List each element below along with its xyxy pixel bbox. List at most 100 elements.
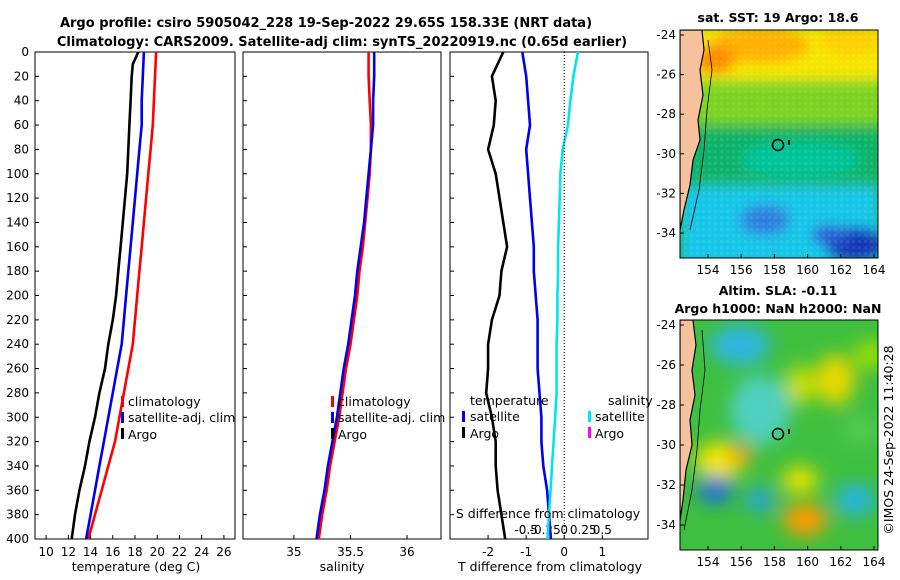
temperature-legend: climatology satellite-adj. clim Argo [121,394,235,442]
salinity-plot-frame [242,51,442,540]
map-x-tick-label: 156 [730,555,753,569]
sla-map-axes: -24 -26 -28 -30 -32 -34 154 156 158 160 162 164 [656,318,885,569]
y-tick-label: 140 [6,215,29,229]
s-diff-tick-label: 0.5 [593,523,612,537]
sla-map-title-1: Altim. SLA: -0.11 [719,283,838,298]
x-tick-label: -1 [520,545,532,559]
y-tick-label: 300 [6,410,29,424]
series-layer [70,51,580,540]
y-tick-label: 120 [6,191,29,205]
legend-swatch-climatology [331,396,334,407]
map-x-tick-label: 158 [763,555,786,569]
map-y-tick-label: -24 [656,318,676,332]
map-x-tick-label: 164 [863,555,886,569]
x-tick-label: 26 [216,545,231,559]
map-y-tick-label: -32 [656,186,676,200]
x-tick-label: 18 [127,545,142,559]
header-line-2: Climatology: CARS2009. Satellite-adj cli… [57,35,627,50]
y-tick-label: 200 [6,289,29,303]
x-tick-label: 0 [560,545,568,559]
y-tick-label: 320 [6,435,29,449]
x-tick-label: 24 [194,545,209,559]
x-tick-label: 12 [61,545,76,559]
legend-swatch-s-argo [588,427,591,438]
temperature-plot-frame [34,51,236,540]
legend-label-t-satellite: satellite [470,409,520,424]
map-y-tick-label: -30 [656,147,676,161]
series-line-satellite-adj-clim [315,52,376,540]
legend-swatch-argo [121,428,124,439]
x-tick-label: 22 [172,545,187,559]
y-tick-label: 220 [6,313,29,327]
series-line-t-argo [484,51,509,540]
map-y-tick-label: -24 [656,28,676,42]
sla-coastline [680,320,697,521]
x-tick-label: 16 [105,545,120,559]
y-tick-label: 0 [21,45,29,59]
sla-map-title-2: Argo h1000: NaN h2000: NaN [675,301,882,316]
sla-low [730,375,790,445]
sst-map-axes: -24 -26 -28 -30 -32 -34 154 156 158 160 162 164 [656,28,885,277]
map-x-tick-label: 160 [796,555,819,569]
legend-swatch-t-satellite [462,411,465,422]
y-tick-label: 400 [6,532,29,546]
sst-pixel-texture [680,30,878,258]
map-y-tick-label: -28 [656,398,676,412]
legend-swatch-t-argo [462,427,465,438]
x-tick-label: 35.5 [337,545,364,559]
sst-argo-marker [771,138,785,152]
y-tick-label: 260 [6,362,29,376]
sla-argo-tick [788,429,790,434]
map-x-tick-label: 158 [763,263,786,277]
difference-legend: temperature satellite Argo salinity sate… [462,393,653,441]
sla-field [695,325,878,536]
legend-label-climatology: climatology [338,394,411,409]
x-tick-label: 35 [286,545,301,559]
sst-coastline [680,30,705,231]
sla-low [710,325,770,365]
y-tick-label: 240 [6,337,29,351]
sla-map [680,320,878,550]
map-x-tick-label: 162 [829,263,852,277]
s-diff-tick-label: -0.25 [530,523,561,537]
difference-plot-frame [449,51,649,540]
temperature-xlabel: temperature (deg C) [72,559,201,574]
map-x-tick-label: 160 [796,263,819,277]
difference-xlabel: T difference from climatology [457,559,643,574]
map-y-tick-label: -34 [656,226,676,240]
legend-label-argo: Argo [128,427,157,442]
y-tick-label: 280 [6,386,29,400]
sla-high [728,446,752,464]
series-line-satellite-adj-clim [84,51,146,540]
map-y-tick-label: -26 [656,358,676,372]
map-y-tick-label: -26 [656,68,676,82]
y-tick-label: 380 [6,508,29,522]
legend-label-satellite: satellite-adj. clim [338,410,445,425]
x-tick-label: 20 [150,545,165,559]
map-x-tick-label: 162 [829,555,852,569]
x-tick-label: 36 [399,545,414,559]
header-line-1: Argo profile: csiro 5905042_228 19-Sep-2… [60,16,592,31]
legend-swatch-satellite [331,412,334,423]
sla-high [782,466,818,494]
legend-label-satellite: satellite-adj. clim [128,410,235,425]
salinity-legend: climatology satellite-adj. clim Argo [331,394,445,442]
map-y-tick-label: -28 [656,107,676,121]
sla-high [783,504,827,536]
map-x-tick-label: 156 [730,263,753,277]
series-line-t-satellite [521,51,553,540]
legend-label-argo: Argo [338,427,367,442]
y-tick-label: 340 [6,459,29,473]
difference-top-xlabel: S difference from climatology [456,506,641,521]
x-tick-label: -2 [482,545,494,559]
y-tick-label: 160 [6,240,29,254]
legend-title-temperature: temperature [470,393,549,408]
map-x-tick-label: 154 [697,263,720,277]
y-tick-label: 80 [14,142,29,156]
s-diff-tick-label: -0.5 [514,523,537,537]
map-y-tick-label: -30 [656,438,676,452]
sla-low [697,476,733,504]
series-line-argo [70,51,140,540]
legend-swatch-satellite [121,412,124,423]
